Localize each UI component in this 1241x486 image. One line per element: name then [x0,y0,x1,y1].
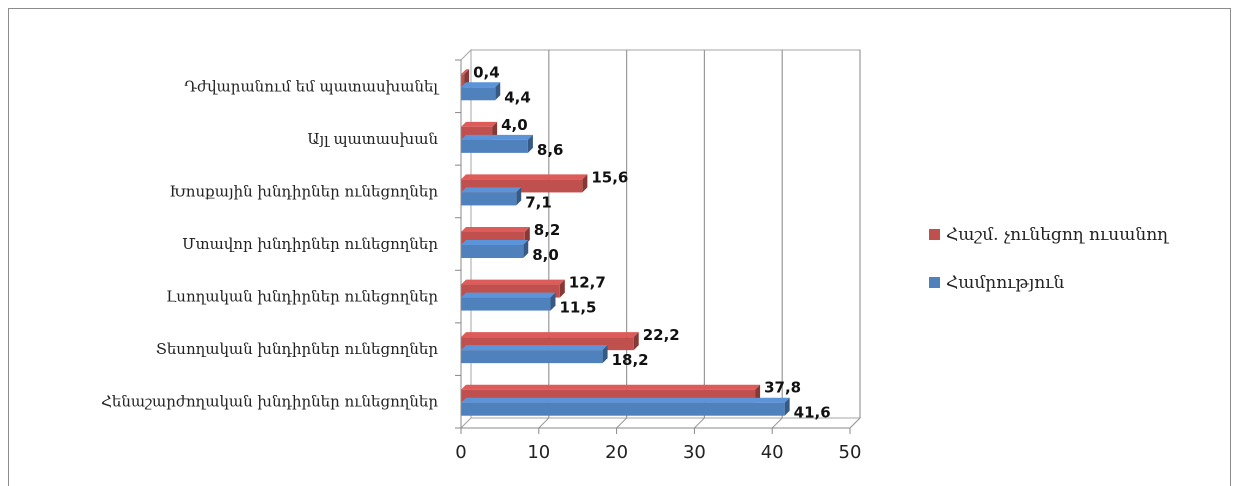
bar-top [461,187,522,193]
bar-top [461,134,533,140]
data-label: 4,4 [504,88,531,106]
bar [461,87,496,101]
bar-top [461,332,639,338]
category-label: Մտավոր խնդիրներ ունեցողներ [182,235,438,253]
category-label: Հենաշարժողական խնդիրներ ունեցողներ [101,393,438,411]
gridline-floor [616,417,627,429]
gridline-floor [771,417,783,429]
data-label: 12,7 [569,274,606,292]
x-tick-label: 10 [527,442,550,463]
bar-series-2 [461,240,529,258]
bar-top [461,292,556,298]
legend-entry: Հաշմ. չունեցող ուսանող [946,225,1169,245]
bar-side [784,397,790,416]
bar [461,297,551,311]
x-tick-labels: 0 10 20 30 40 50 [455,442,861,463]
bar-side [527,134,533,153]
bar-series-2 [461,187,522,206]
bar-top [461,121,498,127]
bar-top [461,345,608,351]
chart-walls [459,48,862,430]
gridline-floor [849,417,861,429]
category-label: Դժվարանում եմ պատասխանել [184,77,439,95]
axes [455,59,851,434]
bar-side [582,174,588,193]
data-label: 4,0 [501,116,528,134]
bar-top [461,279,565,285]
gridline-floor [694,417,705,429]
x-tick-label: 0 [455,442,466,463]
legend-entry: Համրություն [946,273,1064,293]
data-label: 8,6 [537,141,564,159]
data-label: 15,6 [591,168,628,186]
legend: Հաշմ. չունեցող ուսանող Համրություն [929,225,1169,293]
data-label: 41,6 [794,404,831,422]
bar [461,192,517,206]
gridline-floor [538,417,550,429]
bar [461,139,528,153]
bars [461,69,790,416]
bar-side [516,187,522,206]
bar-series-2 [461,292,556,311]
bar-series-2 [461,82,501,101]
data-label: 8,0 [532,246,559,264]
bar-top [461,384,761,390]
data-label: 7,1 [525,193,552,211]
x-tick-label: 40 [761,442,784,463]
legend-swatch [929,229,940,240]
bar-series-2 [461,134,533,153]
bar [461,350,603,364]
bar-top [461,174,588,180]
x-tick-label: 30 [683,442,706,463]
bar-side [602,345,608,364]
bar [461,245,524,258]
x-tick-label: 50 [839,442,862,463]
bar-side [550,292,556,311]
bar-top [461,227,530,232]
category-label: Խոսքային խնդիրներ ունեցողներ [169,182,438,200]
category-label: Տեսողական խնդիրներ ունեցողներ [156,340,438,358]
bar [461,74,465,88]
bar-top [461,82,501,88]
data-labels: 0,44,4 4,0 8,6 15,6 7,1 8,2 8,0 12,7 11,5 22,2 18,… [473,63,831,421]
category-label: Լսողական խնդիրներ ունեցողներ [166,288,438,306]
legend-swatch [929,277,940,288]
bar-top [461,240,529,245]
data-label: 22,2 [643,326,680,344]
category-labels: Դժվարանում եմ պատասխանել Այլ պատասխան Խոսք… [101,77,439,410]
data-label: 11,5 [559,299,596,317]
bar-side [495,82,501,101]
bar-top [461,397,790,403]
data-label: 18,2 [612,351,649,369]
bar-side [559,279,565,298]
bar-series-2 [461,345,608,364]
bar-side [633,332,639,351]
x-tick-label: 20 [605,442,628,463]
category-label: Այլ պատասխան [307,130,438,148]
bar-series-2 [461,397,790,416]
data-label: 0,4 [473,63,500,81]
bar-top [461,69,470,75]
data-label: 8,2 [534,221,561,239]
bar [461,402,785,416]
bar-side [523,240,529,258]
data-label: 37,8 [764,379,801,397]
